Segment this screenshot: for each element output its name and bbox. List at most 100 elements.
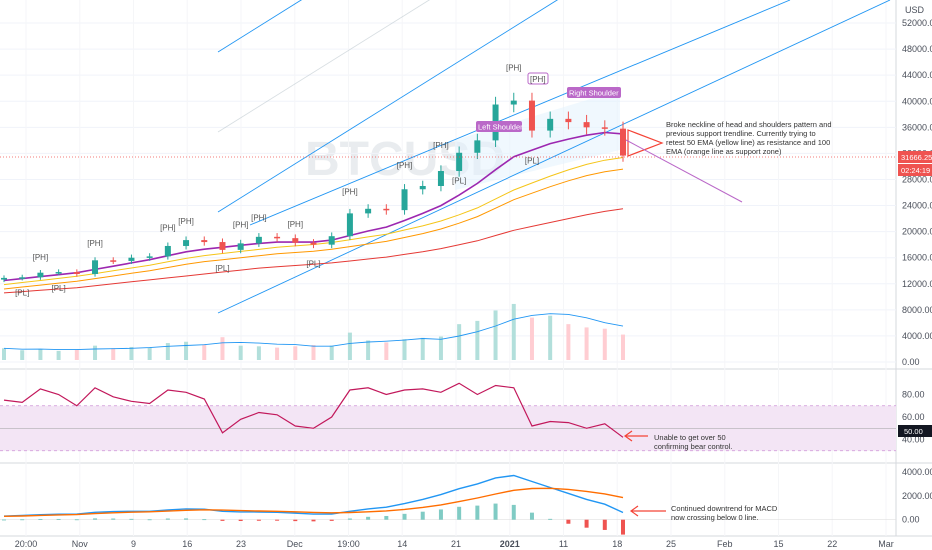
macd-histogram-bar — [74, 519, 79, 521]
volume-bar — [402, 339, 407, 360]
macd-histogram-bar — [602, 519, 607, 530]
main-arrow — [627, 129, 664, 157]
volume-bar — [602, 328, 607, 360]
macd-axis-tick: 2000.00 — [902, 491, 932, 501]
rsi-annotation-line-1: Unable to get over 50 — [654, 433, 726, 442]
volume-bar — [74, 349, 79, 360]
macd-histogram-bar — [202, 519, 207, 521]
candle-body — [55, 272, 62, 274]
axes: 52000.00 48000.00 44000.00 40000.00 36000.00… — [15, 18, 932, 549]
volume-bar — [457, 324, 462, 360]
macd-histogram-bar — [147, 519, 152, 521]
pivot-low-label: [PL] — [15, 289, 29, 298]
pivot-high-label: [PH] — [288, 220, 304, 229]
candle-body — [456, 152, 463, 172]
candle-body — [346, 213, 353, 237]
candle-body — [547, 118, 554, 131]
volume-bar — [511, 303, 516, 360]
price-axis-tick: 28000.00 — [902, 174, 932, 184]
price-axis-tick: 36000.00 — [902, 122, 932, 132]
right-shoulder-label: Right Shoulder — [569, 89, 619, 98]
pivot-low-label: [PL] — [306, 259, 320, 268]
countdown-badge — [898, 164, 932, 176]
price-axis-tick: 20000.00 — [902, 227, 932, 237]
volume-bar — [475, 320, 480, 360]
candle-body — [274, 236, 281, 239]
channel-lower — [217, 0, 891, 314]
countdown-value: 02:24:19 — [901, 166, 930, 175]
macd-histogram-bar — [93, 518, 98, 520]
time-axis-label: 15 — [773, 539, 783, 549]
volume-bar — [111, 348, 116, 360]
macd-annotation-line-2: now crossing below 0 line. — [671, 513, 759, 522]
candle-body — [437, 171, 444, 186]
price-axis-tick: 40000.00 — [902, 96, 932, 106]
pivot-low-label: [PL] — [215, 264, 229, 273]
price-axis-tick: 44000.00 — [902, 70, 932, 80]
time-axis-label: 14 — [397, 539, 407, 549]
channel-fill — [455, 90, 620, 190]
rsi-axis-tick: 80.00 — [902, 390, 925, 400]
volume-bar — [493, 310, 498, 360]
macd-annotation: Continued downtrend for MACD now crossin… — [671, 504, 778, 522]
pivot-high-label: [PH] — [160, 223, 176, 232]
volume-bar — [184, 341, 189, 360]
time-axis-label: Mar — [878, 539, 894, 549]
macd-histogram-bar — [511, 504, 516, 520]
time-axis-label: 25 — [666, 539, 676, 549]
candle-body — [73, 272, 80, 274]
projection-line — [625, 139, 743, 203]
pivot-high-label: [PH] — [233, 220, 249, 229]
left-shoulder-label: Left Shoulder — [478, 123, 523, 132]
price-axis-tick: 4000.00 — [902, 331, 932, 341]
price-axis-tick: 52000.00 — [902, 18, 932, 28]
candle-body — [183, 240, 190, 246]
candle-body — [37, 272, 44, 278]
time-axis-label: Feb — [717, 539, 733, 549]
candle-body — [19, 277, 26, 279]
channel-line — [217, 0, 559, 213]
candle-body — [146, 256, 153, 258]
main-annotation-line-2: previous support trendline. Currently tr… — [666, 129, 816, 138]
macd-histogram-bar — [293, 519, 298, 522]
macd-pane — [0, 474, 896, 535]
macd-histogram-bar — [584, 519, 589, 528]
volume-bar — [38, 348, 43, 360]
candle-body — [310, 242, 317, 245]
pivot-high-label: [PH] — [506, 63, 522, 72]
pivot-high-label: [PH] — [33, 253, 49, 262]
macd-histogram-bar — [420, 511, 425, 520]
volume-bar — [2, 348, 6, 360]
volume-bar — [147, 347, 152, 360]
macd-axis-tick: 0.00 — [902, 515, 920, 525]
volume-bar — [384, 342, 389, 360]
candle-body — [237, 243, 244, 250]
time-axis-label: 2021 — [500, 539, 520, 549]
macd-arrow-head — [629, 505, 639, 517]
currency-label: USD — [905, 5, 925, 15]
volume-bar — [129, 346, 134, 360]
candle-body — [583, 122, 590, 128]
macd-histogram-bar — [56, 518, 61, 520]
volume-bar — [93, 345, 98, 360]
rsi-axis-tick: 60.00 — [902, 412, 925, 422]
volume-bar — [293, 346, 298, 360]
macd-histogram-bar — [529, 512, 534, 520]
macd-histogram-bar — [38, 518, 43, 520]
macd-histogram-bar — [621, 519, 625, 535]
candle-body — [1, 277, 7, 280]
macd-histogram-bar — [457, 506, 462, 520]
main-annotation-line-4: EMA (orange line as support zone) — [666, 147, 782, 156]
macd-histogram-bar — [329, 519, 334, 521]
pivot-high-label: [PH] — [251, 213, 267, 222]
time-axis-label: 11 — [559, 539, 568, 549]
head-label: [PH] — [530, 75, 546, 84]
volume-bar — [438, 336, 443, 360]
macd-annotation-line-1: Continued downtrend for MACD — [671, 504, 778, 513]
macd-histogram-bar — [111, 518, 116, 520]
macd-histogram-bar — [2, 519, 6, 521]
pivot-high-label: [PH] — [433, 141, 449, 150]
volume-bar — [220, 337, 225, 360]
rsi-annotation: Unable to get over 50 confirming bear co… — [654, 433, 732, 451]
